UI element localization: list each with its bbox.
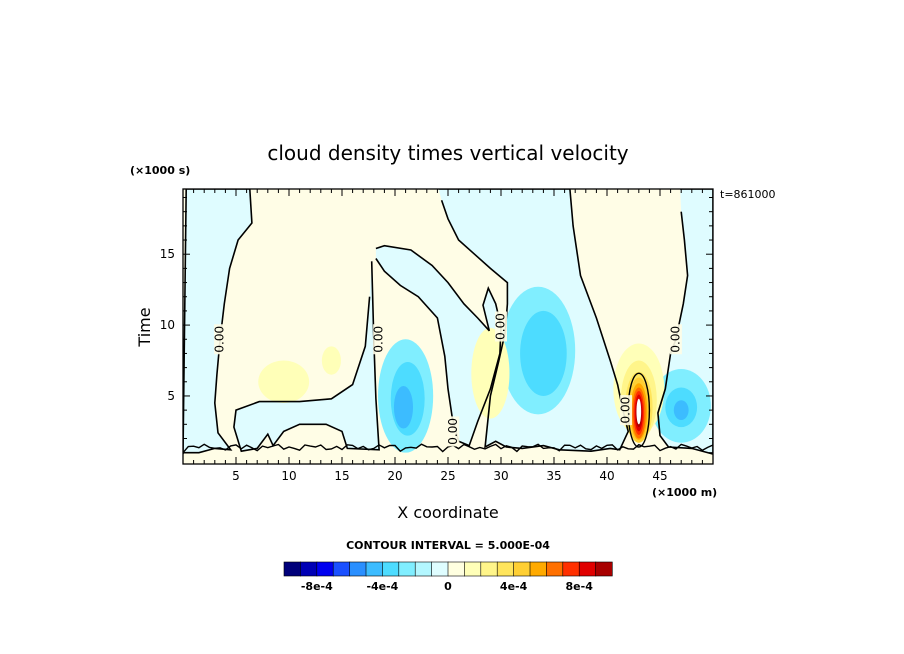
colorbar-tick-label: 8e-4 (566, 580, 594, 593)
contour-fill (258, 360, 310, 404)
y-tick-label: 5 (167, 389, 175, 403)
contour-label-bg (373, 324, 386, 355)
colorbar: -8e-4 -4e-4 0 4e-4 8e-4 (283, 561, 613, 593)
colorbar-swatch (513, 561, 531, 577)
colorbar-swatch (382, 561, 400, 577)
y-tick-label: 15 (160, 247, 175, 261)
x-tick-label: 45 (652, 469, 667, 483)
x-tick-label: 5 (232, 469, 240, 483)
y-tick-label: 10 (160, 318, 175, 332)
contour-label: 0.00 (446, 418, 460, 445)
colorbar-swatch (464, 561, 482, 577)
contour-fill (393, 386, 414, 429)
colorbar-swatch (578, 561, 597, 577)
x-tick-label: 15 (334, 469, 349, 483)
colorbar-swatch (283, 561, 302, 577)
x-tick-label: 30 (493, 469, 508, 483)
colorbar-swatch (349, 561, 367, 577)
contour-label-bg (620, 395, 633, 426)
colorbar-swatch (447, 561, 466, 577)
colorbar-swatch (595, 561, 613, 577)
chart-title: cloud density times vertical velocity (267, 141, 628, 165)
colorbar-tick-label: 0 (444, 580, 452, 593)
y-unit-label: (×1000 s) (130, 164, 190, 177)
colorbar-swatch (496, 561, 515, 577)
colorbar-tick-label: -4e-4 (366, 580, 398, 593)
contour-label: 0.00 (494, 313, 508, 340)
negative-region (233, 261, 380, 452)
colorbar-swatch (365, 561, 384, 577)
x-tick-label: 25 (440, 469, 455, 483)
time-stamp-label: t=861000 (720, 188, 776, 201)
contour-label: 0.00 (619, 397, 633, 424)
colorbar-swatch (480, 561, 498, 577)
colorbar-swatch (398, 561, 416, 577)
max-core (636, 398, 642, 425)
negative-region (183, 189, 252, 455)
contour-label: 0.00 (372, 326, 386, 353)
colorbar-swatch (316, 561, 334, 577)
x-axis-label: X coordinate (397, 503, 498, 522)
negative-region (375, 245, 501, 446)
contour-interval-text: CONTOUR INTERVAL = 5.000E-04 (346, 539, 550, 552)
axis-ticks: 5 10 15 20 25 30 35 40 45 5 10 15 (160, 189, 713, 483)
contour-fill (520, 310, 567, 396)
contour-label: 0.00 (213, 326, 227, 353)
x-tick-label: 40 (599, 469, 614, 483)
colorbar-tick-label: 4e-4 (500, 580, 528, 593)
x-tick-label: 10 (281, 469, 296, 483)
ground-contour-line (183, 443, 713, 454)
colorbar-swatch (529, 561, 548, 577)
contour-field: 0.00 0.00 0.00 0.00 0.00 0.00 (183, 189, 713, 464)
colorbar-swatch (431, 561, 449, 577)
colorbar-swatch (300, 561, 318, 577)
contour-fill (673, 400, 689, 421)
colorbar-swatch (332, 561, 351, 577)
x-unit-label: (×1000 m) (652, 486, 717, 499)
contour-label-bg (669, 324, 682, 355)
contour-label-bg (214, 324, 227, 355)
contour-label-bg (447, 416, 460, 447)
contour-label: 0.00 (668, 326, 682, 353)
x-tick-label: 35 (546, 469, 561, 483)
x-tick-label: 20 (387, 469, 402, 483)
contour-fill (321, 346, 341, 375)
colorbar-swatch (546, 561, 564, 577)
contour-label-bg (495, 311, 507, 342)
y-axis-label: Time (135, 307, 154, 347)
colorbar-swatch (414, 561, 433, 577)
colorbar-tick-label: -8e-4 (301, 580, 333, 593)
colorbar-swatch (562, 561, 580, 577)
